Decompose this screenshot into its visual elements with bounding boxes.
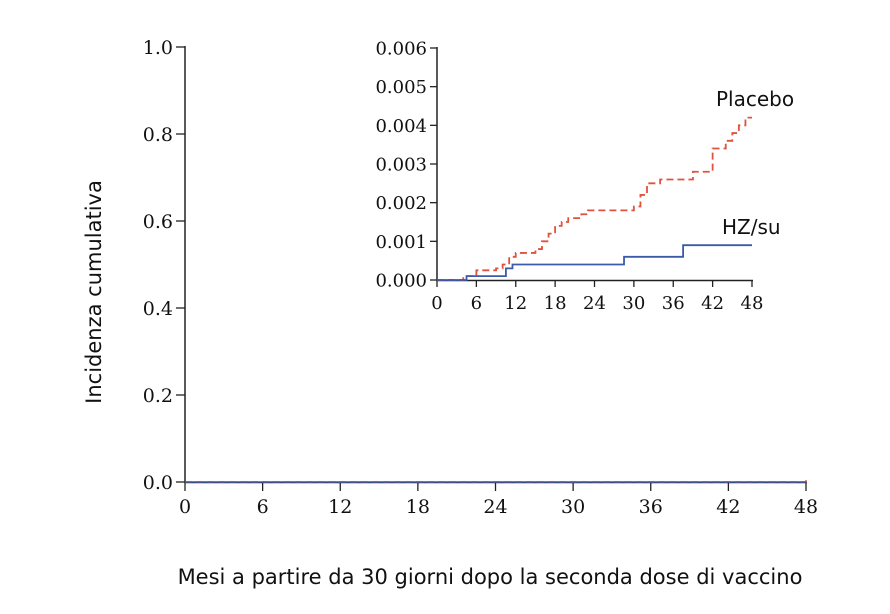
inset-x-tick-label: 48 [741,293,764,314]
inset-plot: 0 6 12 18 24 30 36 42 48 0.000 0.001 0.002 0.003 0.00… [375,38,794,314]
inset-series-label-hz-su: HZ/su [722,215,781,239]
main-y-tick-label: 0.8 [143,124,173,146]
main-x-tick-label: 12 [328,496,352,518]
main-y-tick-label: 0.6 [143,211,173,233]
main-x-tick-label: 24 [483,496,507,518]
main-y-tick-label: 0.2 [143,385,173,407]
inset-y-tick-label: 0.005 [375,77,427,98]
main-x-tick-label: 36 [639,496,663,518]
main-x-tick-label: 6 [257,496,269,518]
main-x-tick-label: 48 [794,496,818,518]
inset-y-tick-label: 0.003 [375,154,427,175]
main-x-tick-label: 0 [179,496,191,518]
main-x-tick-label: 18 [406,496,430,518]
main-x-tick-label: 42 [716,496,740,518]
inset-y-tick-label: 0.006 [375,38,427,59]
inset-x-tick-label: 12 [504,293,527,314]
main-y-tick-label: 0.4 [143,298,173,320]
main-y-tick-label: 1.0 [143,37,173,59]
inset-series-hz-su [437,245,752,280]
main-x-axis-label: Mesi a partire da 30 giorni dopo la seco… [178,565,803,589]
inset-y-tick-label: 0.001 [375,232,427,253]
inset-series-label-placebo: Placebo [716,87,794,111]
inset-x-tick-label: 30 [622,293,645,314]
inset-x-tick-label: 6 [471,293,482,314]
inset-series-placebo [437,118,752,280]
inset-x-tick-label: 18 [544,293,567,314]
inset-x-tick-label: 36 [662,293,685,314]
inset-y-tick-label: 0.004 [375,116,427,137]
main-y-tick-label: 0.0 [143,472,173,494]
inset-x-tick-label: 0 [431,293,442,314]
inset-x-tick-label: 42 [701,293,724,314]
inset-y-tick-label: 0.000 [375,270,427,291]
main-x-tick-label: 30 [561,496,585,518]
inset-y-tick-label: 0.002 [375,193,427,214]
inset-x-tick-label: 24 [583,293,606,314]
main-y-axis-label: Incidenza cumulativa [82,180,106,404]
